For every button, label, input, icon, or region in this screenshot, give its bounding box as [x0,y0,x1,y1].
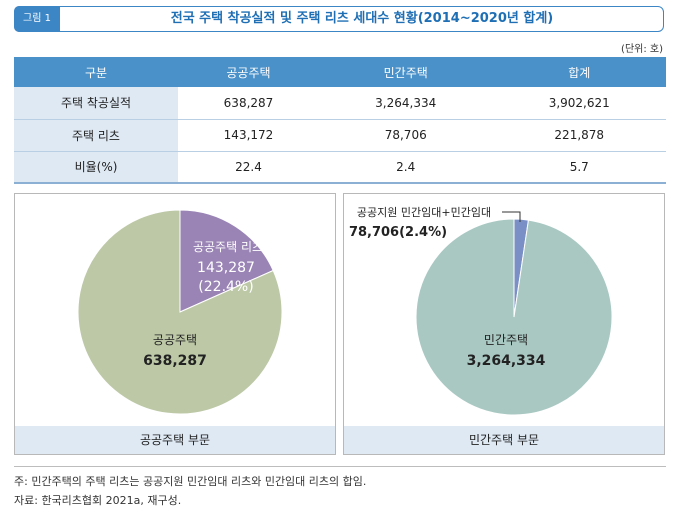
table-row: 주택 착공실적 638,287 3,264,334 3,902,621 [14,87,666,120]
table-header-cell: 합계 [492,57,666,87]
slice-value: 3,264,334 [467,353,546,369]
table-cell: 22.4 [178,151,319,184]
row-header: 주택 착공실적 [14,87,178,120]
table-cell: 638,287 [178,87,319,120]
table-row: 주택 리츠 143,172 78,706 221,878 [14,119,666,152]
figure-label: 그림 1 [14,6,60,32]
table-row: 비율(%) 22.4 2.4 5.7 [14,151,666,184]
table-header-cell: 민간주택 [318,57,493,87]
notes: 주: 민간주택의 주택 리츠는 공공지원 민간임대 리츠와 민간임대 리츠의 합… [14,472,366,510]
slice-value: 143,287 [197,260,255,276]
callout-label: 공공지원 민간임대+민간임대 [357,206,491,219]
figure-title: 전국 주택 착공실적 및 주택 리츠 세대수 현황(2014~2020년 합계) [170,11,554,26]
note-line: 주: 민간주택의 주택 리츠는 공공지원 민간임대 리츠와 민간임대 리츠의 합… [14,475,367,488]
private-housing-panel: 공공지원 민간임대+민간임대 78,706(2.4%) 민간주택 3,264,334 … [343,193,665,455]
slice-percent: (22.4%) [198,279,253,295]
table-cell: 143,172 [178,119,319,152]
table-cell: 221,878 [492,119,666,152]
slice-value: 638,287 [143,353,207,369]
public-housing-panel: 공공주택 리츠 143,287 (22.4%) 공공주택 638,287 공공주택 부문 [14,193,336,455]
table-cell: 2.4 [318,151,493,184]
row-header: 주택 리츠 [14,119,178,152]
slice-label: 공공주택 리츠 [193,240,263,254]
private-housing-pie-chart: 공공지원 민간임대+민간임대 78,706(2.4%) 민간주택 3,264,334 [349,206,613,416]
table-cell: 5.7 [492,151,666,184]
divider [14,466,666,467]
private-housing-caption: 민간주택 부문 [344,426,664,454]
data-table: 구분 공공주택 민간주택 합계 주택 착공실적 638,287 3,264,33… [14,57,666,184]
figure-header: 그림 1 전국 주택 착공실적 및 주택 리츠 세대수 현황(2014~2020… [14,6,664,32]
unit-label: (단위: 호) [621,44,663,55]
table-header-cell: 구분 [14,57,178,87]
slice-label: 민간주택 [484,333,528,347]
slice-label: 공공주택 [153,333,197,347]
table-cell: 3,902,621 [492,87,666,120]
table-header-row: 구분 공공주택 민간주택 합계 [14,57,666,87]
row-header: 비율(%) [14,151,178,184]
leader-line [502,211,521,222]
pie-slice-private-housing [415,218,613,416]
public-housing-pie-chart: 공공주택 리츠 143,287 (22.4%) 공공주택 638,287 [77,209,283,415]
table-header-cell: 공공주택 [178,57,319,87]
table-cell: 78,706 [318,119,493,152]
public-housing-caption: 공공주택 부문 [15,426,335,454]
pie-slice-public-housing [77,209,283,415]
table-cell: 3,264,334 [318,87,493,120]
pie-slice-public-reits [179,209,274,313]
source-line: 자료: 한국리츠협회 2021a, 재구성. [14,494,182,507]
callout-value: 78,706(2.4%) [349,225,447,240]
